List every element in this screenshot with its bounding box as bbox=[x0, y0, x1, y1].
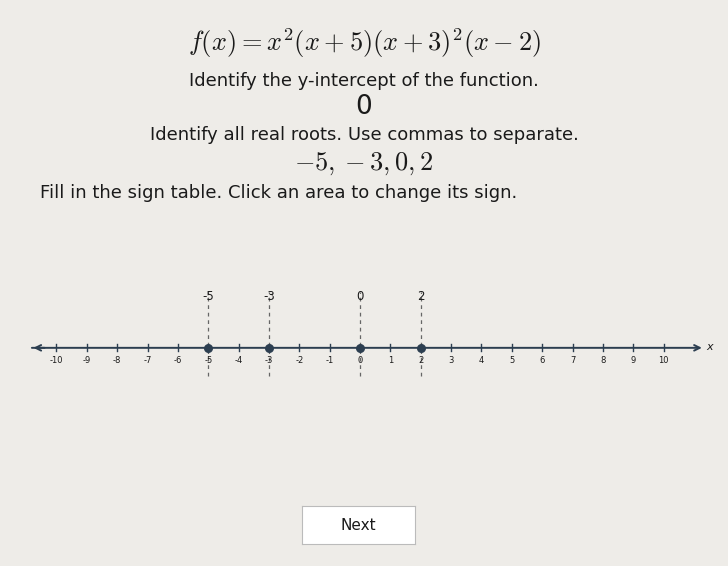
Text: 0: 0 bbox=[357, 355, 363, 365]
Text: -8: -8 bbox=[113, 355, 122, 365]
Text: -4: -4 bbox=[234, 355, 242, 365]
Text: -9: -9 bbox=[83, 355, 91, 365]
Text: Fill in the sign table. Click an area to change its sign.: Fill in the sign table. Click an area to… bbox=[40, 184, 518, 202]
Text: 2: 2 bbox=[417, 290, 424, 303]
Text: Identify the y-intercept of the function.: Identify the y-intercept of the function… bbox=[189, 72, 539, 90]
Text: 5: 5 bbox=[509, 355, 515, 365]
Text: -5: -5 bbox=[202, 290, 214, 303]
Text: -3: -3 bbox=[263, 290, 275, 303]
Text: 9: 9 bbox=[630, 355, 636, 365]
Text: 0: 0 bbox=[355, 94, 373, 120]
Text: 10: 10 bbox=[658, 355, 669, 365]
Text: $f(x) = x^2(x+5)(x+3)^2(x-2)$: $f(x) = x^2(x+5)(x+3)^2(x-2)$ bbox=[188, 26, 540, 59]
Text: 1: 1 bbox=[388, 355, 393, 365]
Text: $-5, -3, 0, 2$: $-5, -3, 0, 2$ bbox=[294, 150, 434, 177]
Text: $x$: $x$ bbox=[706, 342, 715, 352]
Text: -7: -7 bbox=[143, 355, 151, 365]
Text: 0: 0 bbox=[357, 290, 364, 303]
Text: 6: 6 bbox=[539, 355, 545, 365]
Text: -10: -10 bbox=[50, 355, 63, 365]
Text: 7: 7 bbox=[570, 355, 575, 365]
Text: 4: 4 bbox=[479, 355, 484, 365]
Text: 3: 3 bbox=[448, 355, 454, 365]
Text: -1: -1 bbox=[325, 355, 334, 365]
Text: Identify all real roots. Use commas to separate.: Identify all real roots. Use commas to s… bbox=[149, 126, 579, 144]
Text: -2: -2 bbox=[295, 355, 304, 365]
Text: Next: Next bbox=[341, 518, 376, 533]
Text: -6: -6 bbox=[174, 355, 182, 365]
Text: -3: -3 bbox=[265, 355, 273, 365]
Text: 2: 2 bbox=[418, 355, 424, 365]
Text: -5: -5 bbox=[204, 355, 213, 365]
Text: 8: 8 bbox=[601, 355, 606, 365]
